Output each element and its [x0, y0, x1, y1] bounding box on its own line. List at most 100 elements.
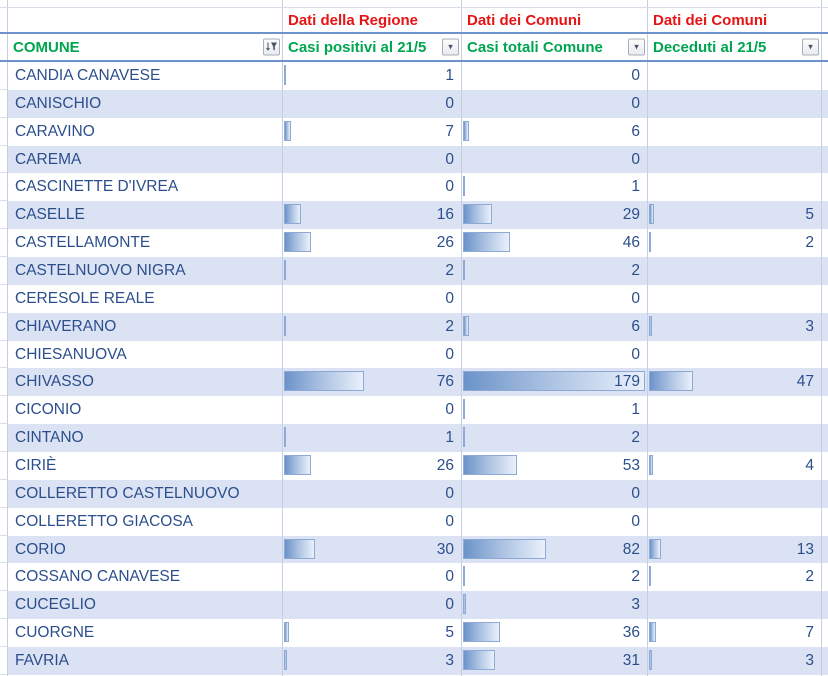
deceduti-cell[interactable] [648, 145, 822, 174]
table-row[interactable]: CUORGNE 5 36 7 [0, 619, 828, 648]
table-row[interactable]: CARAVINO 7 6 [0, 117, 828, 146]
table-row[interactable]: CHIAVERANO 2 6 3 [0, 312, 828, 341]
casi-positivi-cell[interactable]: 0 [283, 340, 462, 369]
casi-positivi-cell[interactable]: 0 [283, 89, 462, 118]
casi-positivi-cell[interactable]: 0 [283, 284, 462, 313]
casi-totali-cell[interactable]: 1 [462, 173, 648, 202]
casi-totali-cell[interactable]: 0 [462, 62, 648, 90]
gutter-cell [0, 173, 8, 202]
casi-totali-cell[interactable]: 2 [462, 424, 648, 453]
table-row[interactable]: CASCINETTE D'IVREA 0 1 [0, 173, 828, 202]
casi-positivi-cell[interactable]: 5 [283, 619, 462, 648]
casi-positivi-cell[interactable]: 16 [283, 201, 462, 230]
table-row[interactable]: COLLERETTO GIACOSA 0 0 [0, 507, 828, 536]
table-row[interactable]: CINTANO 1 2 [0, 424, 828, 453]
table-row[interactable]: CIRIÈ 26 53 4 [0, 452, 828, 480]
casi-positivi-cell[interactable]: 0 [283, 173, 462, 202]
table-row[interactable]: CASELLE 16 29 5 [0, 201, 828, 230]
casi-positivi-cell[interactable]: 1 [283, 62, 462, 90]
deceduti-cell[interactable] [648, 340, 822, 369]
deceduti-cell[interactable] [648, 117, 822, 146]
deceduti-cell[interactable]: 2 [648, 229, 822, 258]
casi-totali-cell[interactable]: 1 [462, 396, 648, 425]
casi-totali-cell[interactable]: 2 [462, 563, 648, 592]
table-row[interactable]: CASTELNUOVO NIGRA 2 2 [0, 257, 828, 285]
casi-totali-cell[interactable]: 2 [462, 257, 648, 285]
casi-totali-cell[interactable]: 31 [462, 647, 648, 675]
casi-positivi-cell[interactable]: 0 [283, 145, 462, 174]
cell-value: 3 [805, 651, 814, 669]
casi-positivi-cell[interactable]: 30 [283, 535, 462, 564]
deceduti-cell[interactable]: 5 [648, 201, 822, 230]
casi-totali-cell[interactable]: 0 [462, 145, 648, 174]
deceduti-cell[interactable] [648, 396, 822, 425]
casi-totali-cell[interactable]: 6 [462, 117, 648, 146]
casi-positivi-cell[interactable]: 1 [283, 424, 462, 453]
table-row[interactable]: COLLERETTO CASTELNUOVO 0 0 [0, 479, 828, 508]
casi-totali-filter-button[interactable]: ▾ [628, 38, 645, 56]
casi-positivi-cell[interactable]: 0 [283, 563, 462, 592]
casi-totali-cell[interactable]: 53 [462, 452, 648, 480]
table-row[interactable]: CERESOLE REALE 0 0 [0, 284, 828, 313]
deceduti-cell[interactable] [648, 591, 822, 620]
commune-name: CHIESANUOVA [15, 345, 127, 363]
deceduti-cell[interactable]: 47 [648, 368, 822, 397]
table-row[interactable]: CICONIO 0 1 [0, 396, 828, 425]
casi-positivi-cell[interactable]: 0 [283, 507, 462, 536]
table-row[interactable]: COSSANO CANAVESE 0 2 2 [0, 563, 828, 592]
casi-positivi-cell[interactable]: 0 [283, 591, 462, 620]
casi-positivi-cell[interactable]: 7 [283, 117, 462, 146]
table-row[interactable]: CAREMA 0 0 [0, 145, 828, 174]
deceduti-cell[interactable]: 7 [648, 619, 822, 648]
deceduti-cell[interactable]: 13 [648, 535, 822, 564]
deceduti-cell[interactable]: 4 [648, 452, 822, 480]
casi-positivi-cell[interactable]: 2 [283, 257, 462, 285]
deceduti-cell[interactable] [648, 62, 822, 90]
comune-sort-filter-button[interactable] [263, 38, 280, 56]
table-row[interactable]: CUCEGLIO 0 3 [0, 591, 828, 620]
commune-name: CARAVINO [15, 122, 95, 140]
gutter-cell [0, 312, 8, 341]
table-row[interactable]: CHIVASSO 76 179 47 [0, 368, 828, 397]
casi-totali-cell[interactable]: 3 [462, 591, 648, 620]
data-bar [284, 232, 312, 253]
cell-value: 6 [631, 122, 640, 140]
casi-positivi-cell[interactable]: 0 [283, 396, 462, 425]
table-row[interactable]: CASTELLAMONTE 26 46 2 [0, 229, 828, 258]
casi-totali-cell[interactable]: 0 [462, 340, 648, 369]
casi-totali-cell[interactable]: 36 [462, 619, 648, 648]
table-row[interactable]: CANDIA CANAVESE 1 0 [0, 62, 828, 90]
casi-positivi-cell[interactable]: 0 [283, 479, 462, 508]
casi-positivi-cell[interactable]: 26 [283, 452, 462, 480]
casi-totali-cell[interactable]: 29 [462, 201, 648, 230]
deceduti-cell[interactable] [648, 257, 822, 285]
casi-totali-cell[interactable]: 0 [462, 284, 648, 313]
casi-totali-cell[interactable]: 179 [462, 368, 648, 397]
casi-totali-cell[interactable]: 0 [462, 479, 648, 508]
casi-totali-cell[interactable]: 0 [462, 507, 648, 536]
deceduti-cell[interactable]: 3 [648, 312, 822, 341]
table-row[interactable]: CHIESANUOVA 0 0 [0, 340, 828, 369]
table-row[interactable]: CANISCHIO 0 0 [0, 89, 828, 118]
casi-totali-cell[interactable]: 82 [462, 535, 648, 564]
casi-positivi-cell[interactable]: 26 [283, 229, 462, 258]
deceduti-cell[interactable] [648, 173, 822, 202]
casi-positivi-cell[interactable]: 3 [283, 647, 462, 675]
casi-positivi-cell[interactable]: 2 [283, 312, 462, 341]
deceduti-cell[interactable] [648, 424, 822, 453]
casi-positivi-filter-button[interactable]: ▾ [442, 38, 459, 56]
deceduti-cell[interactable]: 3 [648, 647, 822, 675]
casi-totali-cell[interactable]: 46 [462, 229, 648, 258]
casi-totali-cell[interactable]: 6 [462, 312, 648, 341]
cell-value: 4 [805, 456, 814, 474]
deceduti-cell[interactable] [648, 284, 822, 313]
deceduti-cell[interactable]: 2 [648, 563, 822, 592]
table-row[interactable]: FAVRIA 3 31 3 [0, 647, 828, 675]
table-row[interactable]: CORIO 30 82 13 [0, 535, 828, 564]
deceduti-cell[interactable] [648, 89, 822, 118]
deceduti-cell[interactable] [648, 479, 822, 508]
deceduti-cell[interactable] [648, 507, 822, 536]
casi-totali-cell[interactable]: 0 [462, 89, 648, 118]
deceduti-filter-button[interactable]: ▾ [802, 38, 819, 56]
casi-positivi-cell[interactable]: 76 [283, 368, 462, 397]
